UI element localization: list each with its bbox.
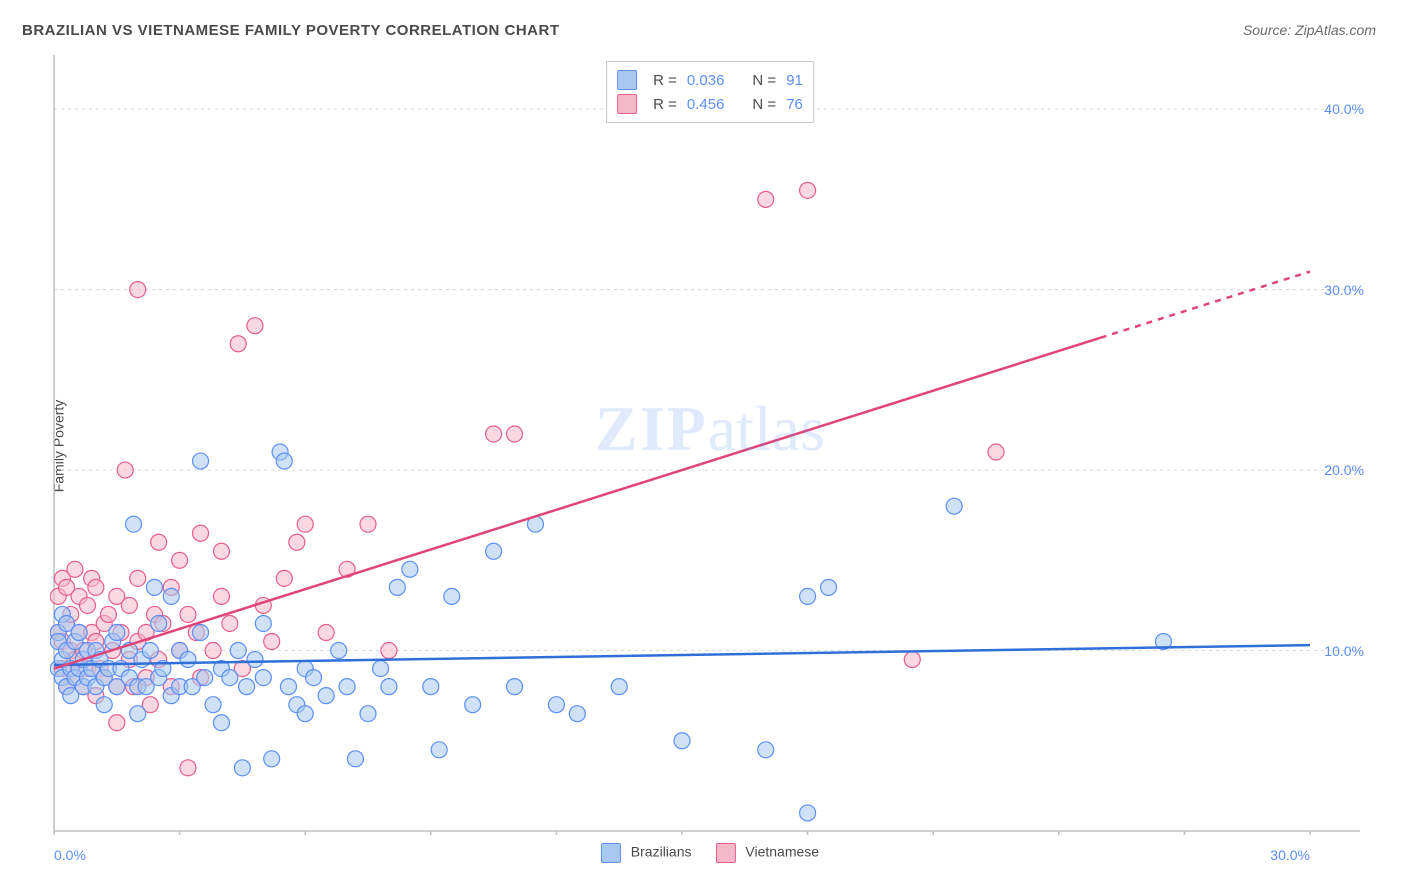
- chart-svg: [50, 55, 1370, 835]
- y-tick-label: 20.0%: [1324, 462, 1364, 478]
- legend-label: Vietnamese: [745, 844, 819, 860]
- legend-item-brazilians: Brazilians: [601, 843, 692, 863]
- x-legend: Brazilians Vietnamese: [601, 843, 819, 863]
- chart-source: Source: ZipAtlas.com: [1243, 22, 1376, 38]
- y-tick-label: 30.0%: [1324, 282, 1364, 298]
- x-tick-label: 30.0%: [1270, 847, 1310, 863]
- swatch-vietnamese-icon: [716, 843, 736, 863]
- stats-r-value: 0.456: [687, 96, 725, 113]
- stats-r-label: R =: [653, 72, 677, 89]
- y-tick-label: 40.0%: [1324, 101, 1364, 117]
- legend-label: Brazilians: [631, 844, 692, 860]
- stats-r-label: R =: [653, 96, 677, 113]
- stats-n-value: 76: [786, 96, 803, 113]
- y-tick-label: 10.0%: [1324, 643, 1364, 659]
- chart-title: BRAZILIAN VS VIETNAMESE FAMILY POVERTY C…: [22, 22, 560, 39]
- swatch-brazilians-icon: [601, 843, 621, 863]
- stats-r-value: 0.036: [687, 72, 725, 89]
- stats-n-label: N =: [752, 96, 776, 113]
- stats-legend: R = 0.036 N = 91 R = 0.456 N = 76: [606, 61, 814, 123]
- swatch-brazilians-icon: [617, 70, 637, 90]
- chart-plot-area: R = 0.036 N = 91 R = 0.456 N = 76 ZIPatl…: [50, 55, 1370, 835]
- stats-n-label: N =: [752, 72, 776, 89]
- swatch-vietnamese-icon: [617, 94, 637, 114]
- stats-row-vietnamese: R = 0.456 N = 76: [617, 92, 803, 116]
- stats-row-brazilians: R = 0.036 N = 91: [617, 68, 803, 92]
- x-tick-label: 0.0%: [54, 847, 86, 863]
- stats-n-value: 91: [786, 72, 803, 89]
- legend-item-vietnamese: Vietnamese: [716, 843, 820, 863]
